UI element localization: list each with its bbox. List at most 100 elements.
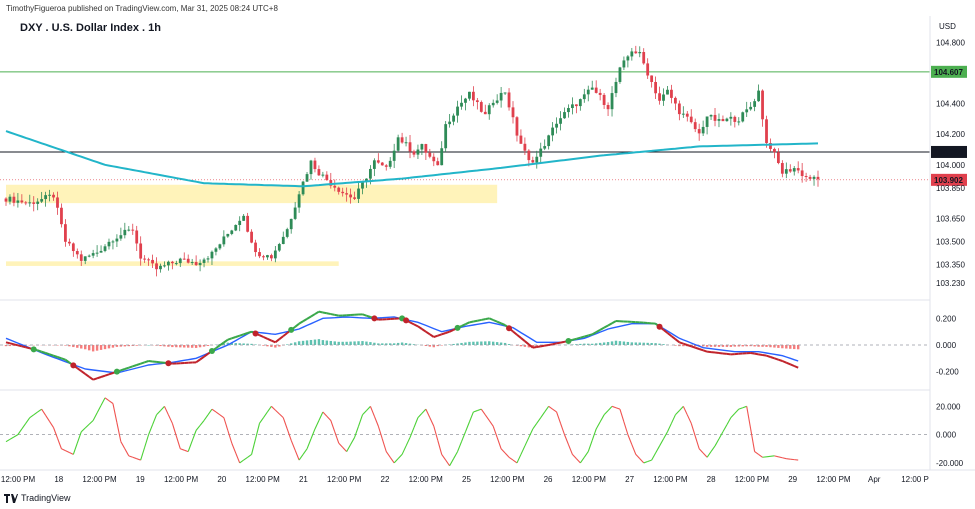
candle: [598, 92, 602, 95]
osc-line-segment: [678, 405, 684, 411]
x-tick-label: Apr: [868, 475, 881, 484]
candle: [674, 97, 677, 104]
candle: [40, 199, 44, 202]
osc-line-segment: [389, 456, 395, 464]
macd-line-segment: [318, 310, 324, 314]
candle: [353, 197, 356, 199]
osc-line-segment: [587, 440, 593, 452]
osc-line-segment: [666, 423, 672, 433]
y-tick-label: 103.350: [936, 260, 965, 269]
price-pane[interactable]: [0, 45, 930, 277]
candle: [428, 152, 432, 157]
y-tick-label: 104.200: [936, 130, 965, 139]
candle: [218, 244, 222, 249]
macd-line-segment: [532, 346, 537, 349]
candle: [12, 196, 16, 203]
macd-histogram-bar: [440, 345, 443, 346]
macd-histogram-bar: [630, 342, 634, 345]
macd-histogram-bar: [674, 345, 677, 346]
osc-line-segment: [615, 407, 621, 410]
candle: [507, 92, 511, 108]
macd-histogram-bar: [385, 343, 388, 345]
macd-histogram-bar: [317, 339, 321, 345]
macd-line-segment: [100, 374, 106, 378]
osc-line-segment: [84, 423, 90, 429]
candle: [289, 218, 293, 230]
macd-histogram-bar: [424, 345, 428, 347]
macd-line-segment: [421, 328, 427, 333]
candle: [622, 60, 626, 68]
macd-histogram-bar: [507, 344, 511, 345]
macd-line-segment: [778, 358, 783, 362]
candle: [757, 90, 760, 102]
candle: [709, 114, 713, 117]
macd-histogram-bar: [594, 343, 598, 345]
candle: [721, 119, 725, 122]
osc-line-segment: [492, 425, 498, 438]
osc-line-segment: [227, 430, 233, 444]
macd-pane[interactable]: [0, 310, 930, 381]
macd-histogram-bar: [289, 343, 293, 345]
macd-line-segment: [203, 353, 209, 358]
candle: [606, 104, 610, 110]
osc-line-segment: [441, 454, 447, 461]
macd-histogram-bar: [123, 345, 127, 347]
candle: [527, 150, 531, 161]
macd-histogram-bar: [95, 345, 99, 351]
tradingview-icon: [4, 493, 18, 503]
macd-histogram-bar: [270, 345, 273, 347]
macd-histogram-bar: [694, 345, 697, 347]
candle: [285, 229, 289, 237]
candle: [804, 176, 808, 178]
macd-line-segment: [481, 318, 486, 321]
macd-histogram-bar: [206, 345, 210, 346]
candle: [642, 52, 646, 64]
macd-line-segment: [774, 357, 779, 361]
x-tick-label: 18: [54, 475, 63, 484]
candle: [24, 202, 28, 204]
candle: [677, 103, 681, 115]
candle: [99, 250, 103, 253]
tradingview-logo[interactable]: TradingView: [4, 493, 71, 503]
macd-histogram-bar: [333, 341, 336, 345]
macd-histogram-bar: [713, 345, 717, 347]
osc-line-segment: [599, 414, 605, 423]
osc-line-segment: [5, 438, 11, 443]
candle: [693, 122, 697, 130]
candle: [60, 207, 63, 225]
candle: [582, 94, 586, 100]
macd-line-segment: [429, 333, 435, 338]
macd-histogram-bar: [179, 345, 182, 348]
osc-line-segment: [350, 437, 356, 445]
osc-line-segment: [675, 410, 680, 416]
osc-line-segment: [754, 451, 759, 455]
macd-line-segment: [520, 337, 526, 342]
osc-line-segment: [362, 410, 367, 416]
macd-histogram-bar: [80, 345, 83, 349]
osc-line-segment: [468, 411, 474, 423]
candle: [452, 115, 455, 122]
macd-histogram-bar: [729, 345, 733, 347]
osc-line-segment: [393, 458, 399, 464]
candle: [269, 255, 273, 259]
macd-histogram-bar: [618, 341, 622, 345]
candle: [170, 261, 174, 264]
osc-line-segment: [480, 408, 486, 416]
osc-line-segment: [635, 454, 641, 460]
macd-line-segment: [492, 319, 498, 323]
y-tick-label: 104.800: [936, 38, 965, 47]
macd-line-segment: [686, 344, 692, 348]
candle: [551, 127, 555, 136]
macd-histogram-bar: [325, 340, 329, 345]
macd-line-segment: [702, 349, 708, 353]
osc-line-segment: [195, 425, 201, 431]
candle: [479, 102, 483, 112]
candle: [495, 100, 499, 103]
candle: [127, 229, 131, 231]
macd-histogram-bar: [183, 345, 186, 348]
candle: [761, 90, 764, 120]
oscillator-pane[interactable]: [0, 397, 930, 467]
macd-histogram-bar: [76, 345, 79, 348]
currency-label[interactable]: USD: [939, 22, 956, 31]
